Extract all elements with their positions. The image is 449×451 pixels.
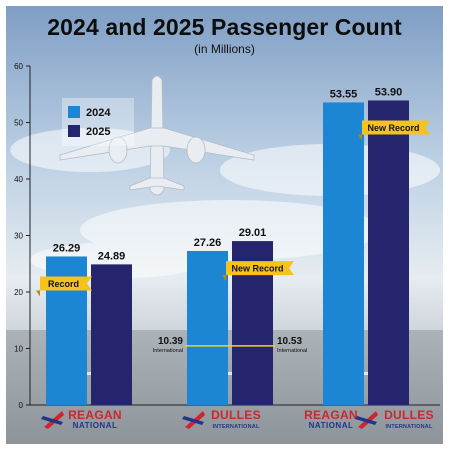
y-tick-label: 50: [14, 119, 23, 128]
ribbon-shape: [362, 120, 430, 135]
ribbon-shape: [226, 261, 294, 276]
airport-logo-icon: [182, 416, 204, 425]
international-value-label: 10.39: [158, 336, 183, 347]
category-logo-sub: INTERNATIONAL: [212, 424, 260, 430]
category-logo-sub: INTERNATIONAL: [385, 424, 433, 430]
ribbon-label: Record: [48, 279, 79, 289]
ribbon-fold: [36, 290, 40, 297]
bar-value-label: 53.90: [375, 86, 403, 98]
legend-box: [62, 98, 134, 146]
airplane-silhouette: [59, 75, 255, 196]
bar-value-label: 24.89: [98, 250, 126, 262]
ribbon-label: New Record: [231, 264, 283, 274]
chart-subtitle: (in Millions): [194, 42, 255, 56]
y-tick-label: 20: [14, 288, 23, 297]
category-logo-name: REAGAN: [304, 408, 358, 422]
international-sublabel: International: [277, 348, 307, 354]
international-value-label: 10.53: [277, 336, 302, 347]
y-tick-label: 40: [14, 175, 23, 184]
bar-2024-2: [323, 102, 364, 405]
category-logo-name: DULLES: [211, 408, 261, 422]
ribbon-fold: [358, 134, 362, 141]
bar-value-label: 27.26: [194, 237, 222, 249]
airport-logo-icon: [355, 416, 377, 425]
bar-2024-1: [187, 250, 228, 405]
ribbon-label: New Record: [367, 123, 419, 133]
airport-logo-icon: [41, 416, 63, 425]
ribbon-shape: [40, 276, 92, 291]
y-tick-label: 30: [14, 232, 23, 241]
category-logo-sub: NATIONAL: [73, 421, 118, 430]
chart-title: 2024 and 2025 Passenger Count: [47, 14, 402, 40]
bar-value-label: 53.55: [330, 88, 358, 100]
y-tick-label: 0: [19, 401, 24, 410]
category-logo-name: REAGAN: [68, 408, 122, 422]
international-sublabel: International: [153, 348, 183, 354]
legend-label-2025: 2025: [86, 126, 110, 138]
bar-2025-2: [368, 100, 409, 405]
bar-value-label: 26.29: [53, 242, 81, 254]
y-tick-label: 60: [14, 62, 23, 71]
legend-label-2024: 2024: [86, 107, 111, 119]
legend-swatch-2024: [68, 106, 80, 118]
ribbon-fold: [222, 275, 226, 282]
bar-value-label: 29.01: [239, 227, 267, 239]
bar-2025-0: [91, 264, 132, 405]
category-logo-sub: NATIONAL: [309, 421, 354, 430]
legend-swatch-2025: [68, 125, 80, 137]
y-tick-label: 10: [14, 345, 23, 354]
category-logo-name: DULLES: [384, 408, 434, 422]
